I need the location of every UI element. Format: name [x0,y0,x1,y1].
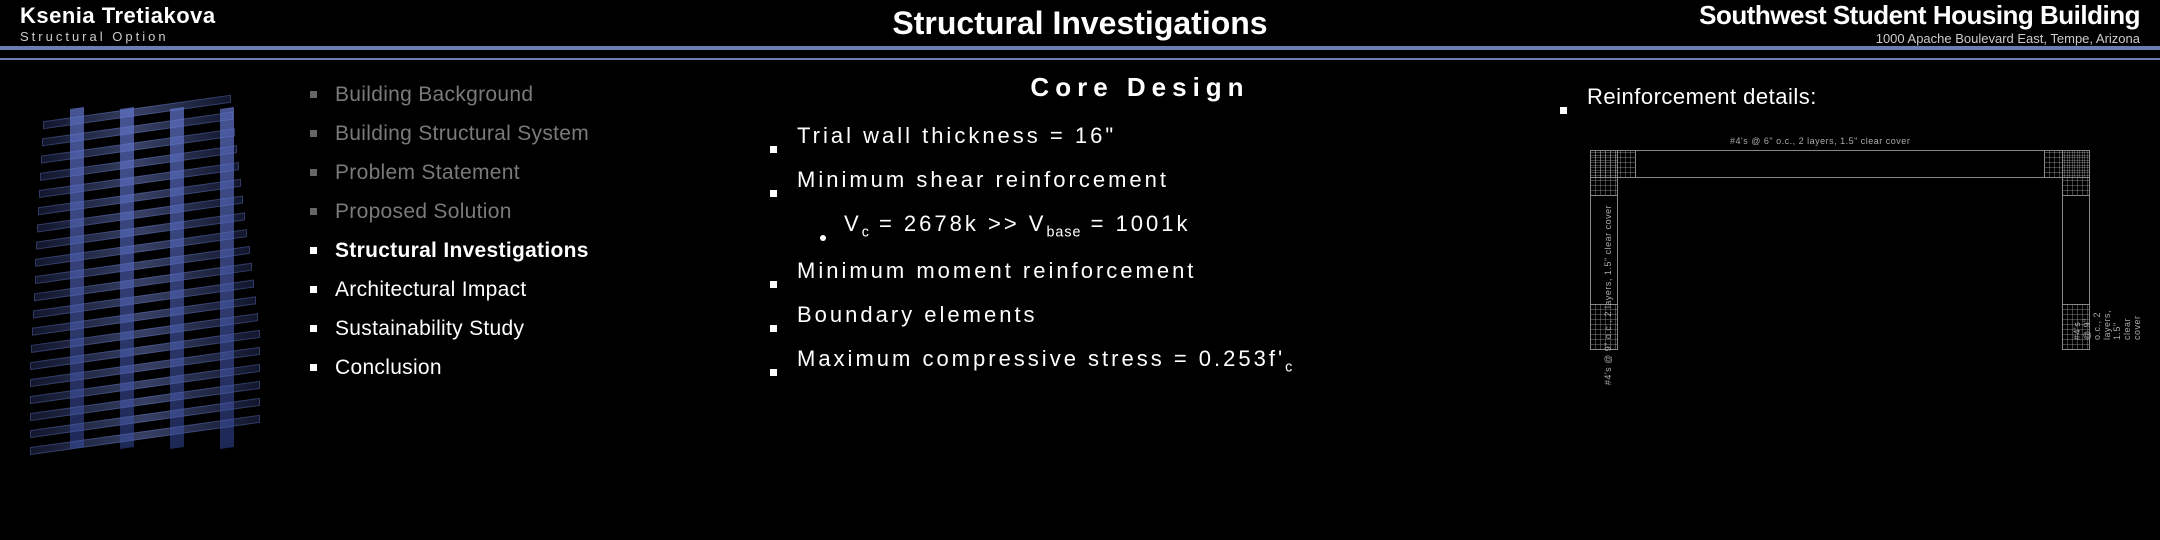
square-bullet-icon [310,247,317,254]
content-bullet-4: Boundary elements [770,302,1540,328]
detail-segment [1590,150,2090,178]
content-bullet-3: Minimum moment reinforcement [770,258,1540,284]
author-subtitle: Structural Option [20,29,216,44]
square-bullet-icon [310,286,317,293]
nav-item-label: Conclusion [335,357,442,378]
header-left: Ksenia Tretiakova Structural Option [20,3,216,44]
content-subtitle: Core Design [740,72,1540,103]
author-name: Ksenia Tretiakova [20,3,216,29]
header-right: Southwest Student Housing Building 1000 … [1699,0,2140,46]
nav-item-label: Structural Investigations [335,240,589,261]
content-bullet-text: Minimum shear reinforcement [797,167,1169,193]
figure-label: #4's @ 9" o.c., 2 layers, 1.5" clear cov… [1603,205,1613,385]
nav-item-2[interactable]: Problem Statement [310,162,720,183]
reinforcement-detail-figure: #4's @ 6" o.c., 2 layers, 1.5" clear cov… [1580,140,2100,360]
content-bullet-text: Minimum moment reinforcement [797,258,1196,284]
project-address: 1000 Apache Boulevard East, Tempe, Arizo… [1699,31,2140,46]
nav-item-5[interactable]: Architectural Impact [310,279,720,300]
header: Ksenia Tretiakova Structural Option Stru… [0,0,2160,50]
detail-segment [1590,150,1618,196]
nav-item-label: Architectural Impact [335,279,527,300]
right-column: Reinforcement details: #4's @ 6" o.c., 2… [1560,68,2160,536]
page-title: Structural Investigations [892,5,1267,42]
content-bullet-5: Maximum compressive stress = 0.253f'c [770,346,1540,375]
nav-item-label: Building Background [335,84,533,105]
reinforcement-title: Reinforcement details: [1587,84,1817,110]
body: Building Background Building Structural S… [0,60,2160,536]
figure-label: #4's @ 9" o.c., 2 layers, 1.5" clear cov… [2072,310,2142,340]
square-bullet-icon [310,364,317,371]
content-bullet-2: Vc = 2678k >> Vbase = 1001k [820,211,1540,240]
reinforcement-title-row: Reinforcement details: [1560,84,2120,110]
square-bullet-icon [310,130,317,137]
square-bullet-icon [310,325,317,332]
dot-bullet-icon [820,235,826,241]
building-3d-graphic [20,88,280,468]
square-bullet-icon [770,190,777,197]
detail-segment [2062,150,2090,196]
nav-column: Building Background Building Structural S… [280,68,720,536]
content-bullet-text: Trial wall thickness = 16" [797,123,1116,149]
nav-item-3[interactable]: Proposed Solution [310,201,720,222]
figure-label: #4's @ 6" o.c., 2 layers, 1.5" clear cov… [1730,136,1910,146]
nav-item-label: Problem Statement [335,162,520,183]
nav-item-1[interactable]: Building Structural System [310,123,720,144]
nav-item-7[interactable]: Conclusion [310,357,720,378]
content-bullet-text: Maximum compressive stress = 0.253f'c [797,346,1293,375]
nav-item-4[interactable]: Structural Investigations [310,240,720,261]
square-bullet-icon [310,169,317,176]
square-bullet-icon [770,281,777,288]
square-bullet-icon [1560,107,1567,114]
bullet-list: Trial wall thickness = 16" Minimum shear … [740,123,1540,376]
content-bullet-text: Vc = 2678k >> Vbase = 1001k [844,211,1190,240]
square-bullet-icon [310,91,317,98]
nav-item-0[interactable]: Building Background [310,84,720,105]
content-column: Core Design Trial wall thickness = 16" Mi… [720,68,1560,536]
nav-item-6[interactable]: Sustainability Study [310,318,720,339]
square-bullet-icon [310,208,317,215]
square-bullet-icon [770,146,777,153]
square-bullet-icon [770,325,777,332]
project-name: Southwest Student Housing Building [1699,0,2140,31]
nav-item-label: Proposed Solution [335,201,512,222]
nav-item-label: Sustainability Study [335,318,524,339]
content-bullet-0: Trial wall thickness = 16" [770,123,1540,149]
content-bullet-1: Minimum shear reinforcement [770,167,1540,193]
nav-item-label: Building Structural System [335,123,589,144]
content-bullet-text: Boundary elements [797,302,1038,328]
square-bullet-icon [770,369,777,376]
